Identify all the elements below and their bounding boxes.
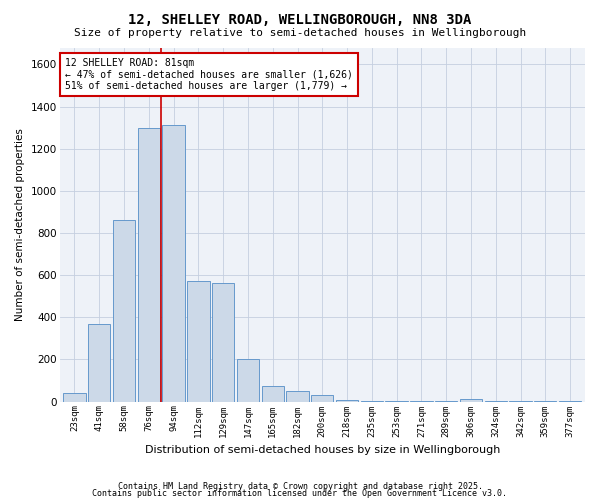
Bar	[237, 360, 259, 402]
X-axis label: Distribution of semi-detached houses by size in Wellingborough: Distribution of semi-detached houses by …	[145, 445, 500, 455]
Bar	[64, 393, 86, 402]
Text: 12, SHELLEY ROAD, WELLINGBOROUGH, NN8 3DA: 12, SHELLEY ROAD, WELLINGBOROUGH, NN8 3D…	[128, 12, 472, 26]
Bar	[336, 400, 358, 402]
Bar	[113, 220, 135, 402]
Bar	[212, 282, 235, 402]
Text: Contains public sector information licensed under the Open Government Licence v3: Contains public sector information licen…	[92, 489, 508, 498]
Text: Contains HM Land Registry data © Crown copyright and database right 2025.: Contains HM Land Registry data © Crown c…	[118, 482, 482, 491]
Bar	[88, 324, 110, 402]
Bar	[286, 391, 308, 402]
Bar	[137, 128, 160, 402]
Text: Size of property relative to semi-detached houses in Wellingborough: Size of property relative to semi-detach…	[74, 28, 526, 38]
Bar	[361, 400, 383, 402]
Bar	[311, 396, 334, 402]
Bar	[460, 399, 482, 402]
Text: 12 SHELLEY ROAD: 81sqm
← 47% of semi-detached houses are smaller (1,626)
51% of : 12 SHELLEY ROAD: 81sqm ← 47% of semi-det…	[65, 58, 353, 92]
Bar	[187, 282, 209, 402]
Bar	[262, 386, 284, 402]
Y-axis label: Number of semi-detached properties: Number of semi-detached properties	[15, 128, 25, 321]
Bar	[163, 126, 185, 402]
